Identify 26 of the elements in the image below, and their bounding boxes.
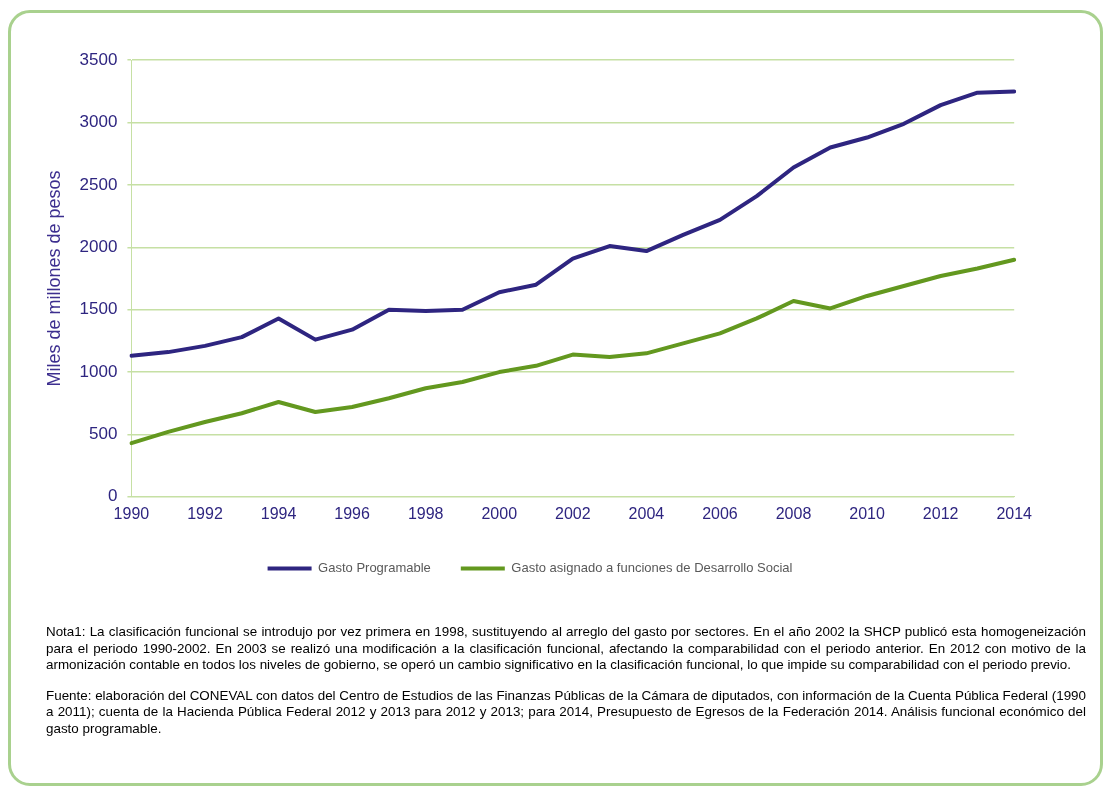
text: Nota1: La clasificación funcional se introdujo por vez primera en 1998, sustituyendo al arreglo del gasto por sectores. En el año 2002 la SHCP publicó esta homogeneización para el periodo 1990-2002. En 2003 se realizó una modificación a la clasificación funcional, afectando la comparabilidad con el periodo anterior. En 2012 con motivo de la armonización contable en todos los niveles de gobierno, se operó un cambio significativo en la clasificación funcional, lo que impide su comparabilidad con el periodo previo. xyxy=(46,624,1086,674)
source-note: Fuente: elaboración del CONEVAL con datos del Centro de Estudios de las Finanzas Públicas de la Cámara de diputados, con información de la Cuenta Pública Federal (1990 a 2011); cuenta de la Hacienda Pública Federal 2012 y 2013 para 2012 y 2013; para 2014, Presupuesto de Egresos de la Federación 2014. Análisis funcional económico del gasto programable. xyxy=(46,687,1086,737)
x-tick-label: 1994 xyxy=(260,504,297,522)
x-tick-label: 1996 xyxy=(334,504,371,522)
x-tick-label: 2004 xyxy=(628,504,665,522)
y-tick-label: 1500 xyxy=(79,299,118,319)
legend-label: Gasto Programable xyxy=(318,560,431,576)
x-tick-label: 2014 xyxy=(996,504,1033,522)
x-tick-label: 2006 xyxy=(702,504,738,522)
x-tick-label: 2000 xyxy=(481,504,518,522)
y-tick-label: 500 xyxy=(89,424,118,444)
x-tick-label: 2008 xyxy=(775,504,812,522)
x-tick-label: 1998 xyxy=(407,504,444,522)
y-tick-label: 2500 xyxy=(79,174,118,194)
y-tick-label: 2000 xyxy=(79,237,118,256)
x-tick-label: 1992 xyxy=(187,504,223,522)
y-tick-label: 1000 xyxy=(79,361,118,381)
x-tick-label: 2002 xyxy=(555,504,591,522)
x-tick-label: 1990 xyxy=(113,504,150,522)
x-tick-label: 2012 xyxy=(922,504,959,522)
y-axis-title: Miles de millones de pesos xyxy=(43,170,64,387)
y-tick-label: 0 xyxy=(107,486,118,506)
y-tick-label: 3500 xyxy=(79,49,118,69)
y-tick-label: 3000 xyxy=(79,112,118,132)
legend-label: Gasto asignado a funciones de Desarrollo Social xyxy=(511,560,793,576)
x-tick-label: 2010 xyxy=(849,504,885,522)
